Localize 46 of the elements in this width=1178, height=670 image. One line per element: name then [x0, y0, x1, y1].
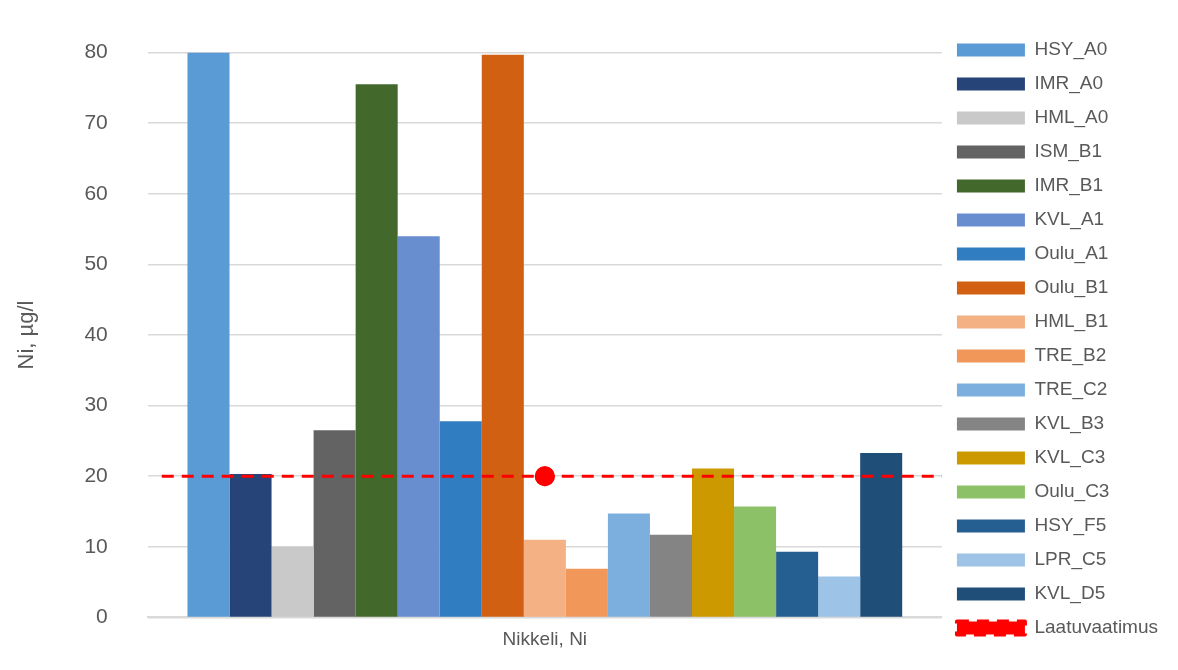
legend-label: TRE_C2 — [1034, 378, 1108, 401]
bar — [607, 513, 650, 617]
y-tick-label: 60 — [84, 180, 108, 204]
y-tick-label: 10 — [84, 533, 108, 557]
bar — [860, 452, 903, 617]
legend-label: KVL_A1 — [1034, 208, 1105, 231]
legend-label: IMR_A0 — [1034, 72, 1104, 95]
bar — [692, 468, 735, 617]
bar — [776, 551, 819, 617]
bar — [313, 430, 356, 617]
bar — [439, 421, 482, 617]
y-tick-label: 30 — [84, 392, 108, 416]
bar — [271, 546, 314, 617]
bar — [523, 539, 566, 617]
legend-label: KVL_C3 — [1034, 446, 1106, 469]
bar — [734, 506, 777, 617]
legend-label: KVL_B3 — [1034, 412, 1105, 435]
legend-label: KVL_D5 — [1034, 582, 1106, 605]
legend-label: HML_B1 — [1034, 310, 1109, 333]
legend-label: ISM_B1 — [1034, 140, 1103, 163]
legend-label: Laatuvaatimus — [1034, 616, 1158, 638]
legend-label: TRE_B2 — [1034, 344, 1107, 367]
bar — [649, 534, 692, 617]
bar — [565, 568, 608, 617]
bar — [355, 84, 398, 617]
legend-label: HML_A0 — [1034, 106, 1109, 129]
y-tick-label: 20 — [84, 463, 108, 486]
legend-label: LPR_C5 — [1034, 548, 1107, 571]
x-tick-label: Nikkeli, Ni — [502, 628, 588, 650]
y-tick-label: 0 — [96, 604, 108, 628]
bar — [187, 52, 230, 617]
legend-label: Oulu_A1 — [1034, 242, 1109, 265]
legend-label: Oulu_B1 — [1034, 276, 1109, 299]
bar — [229, 474, 272, 617]
bar — [397, 236, 440, 617]
bar — [818, 576, 861, 617]
legend-label: IMR_B1 — [1034, 174, 1104, 197]
y-tick-label: 50 — [84, 251, 108, 275]
legend-label: HSY_A0 — [1034, 38, 1108, 61]
legend-label: HSY_F5 — [1034, 514, 1107, 537]
y-axis-title: Ni, µg/l — [13, 300, 39, 370]
bar — [481, 54, 524, 617]
legend-label: Oulu_C3 — [1034, 480, 1110, 503]
y-tick-label: 70 — [84, 110, 108, 133]
y-tick-label: 80 — [84, 39, 108, 63]
y-tick-label: 40 — [84, 321, 108, 345]
